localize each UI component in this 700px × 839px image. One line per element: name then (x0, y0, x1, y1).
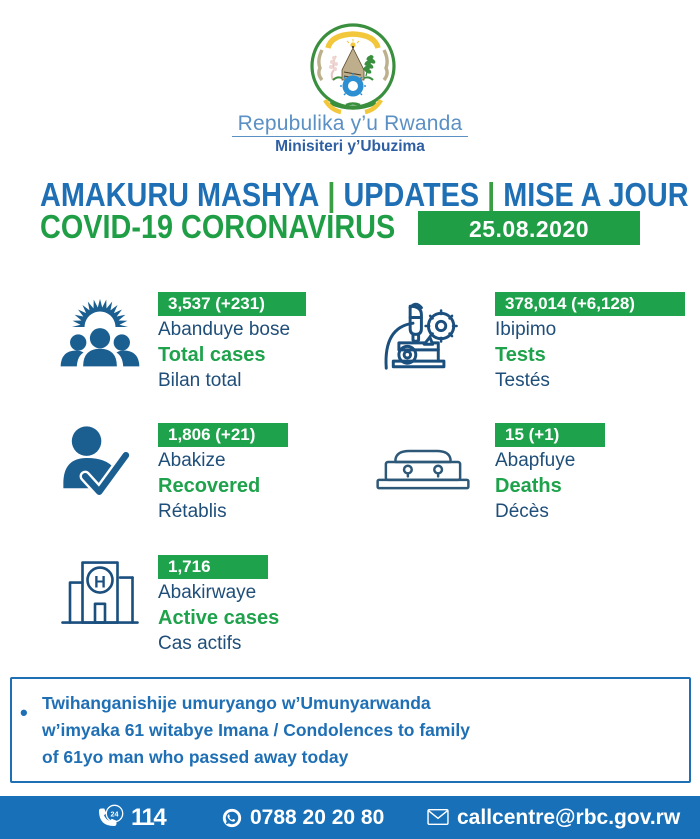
svg-text:24: 24 (111, 809, 119, 818)
svg-text:H: H (94, 574, 106, 592)
